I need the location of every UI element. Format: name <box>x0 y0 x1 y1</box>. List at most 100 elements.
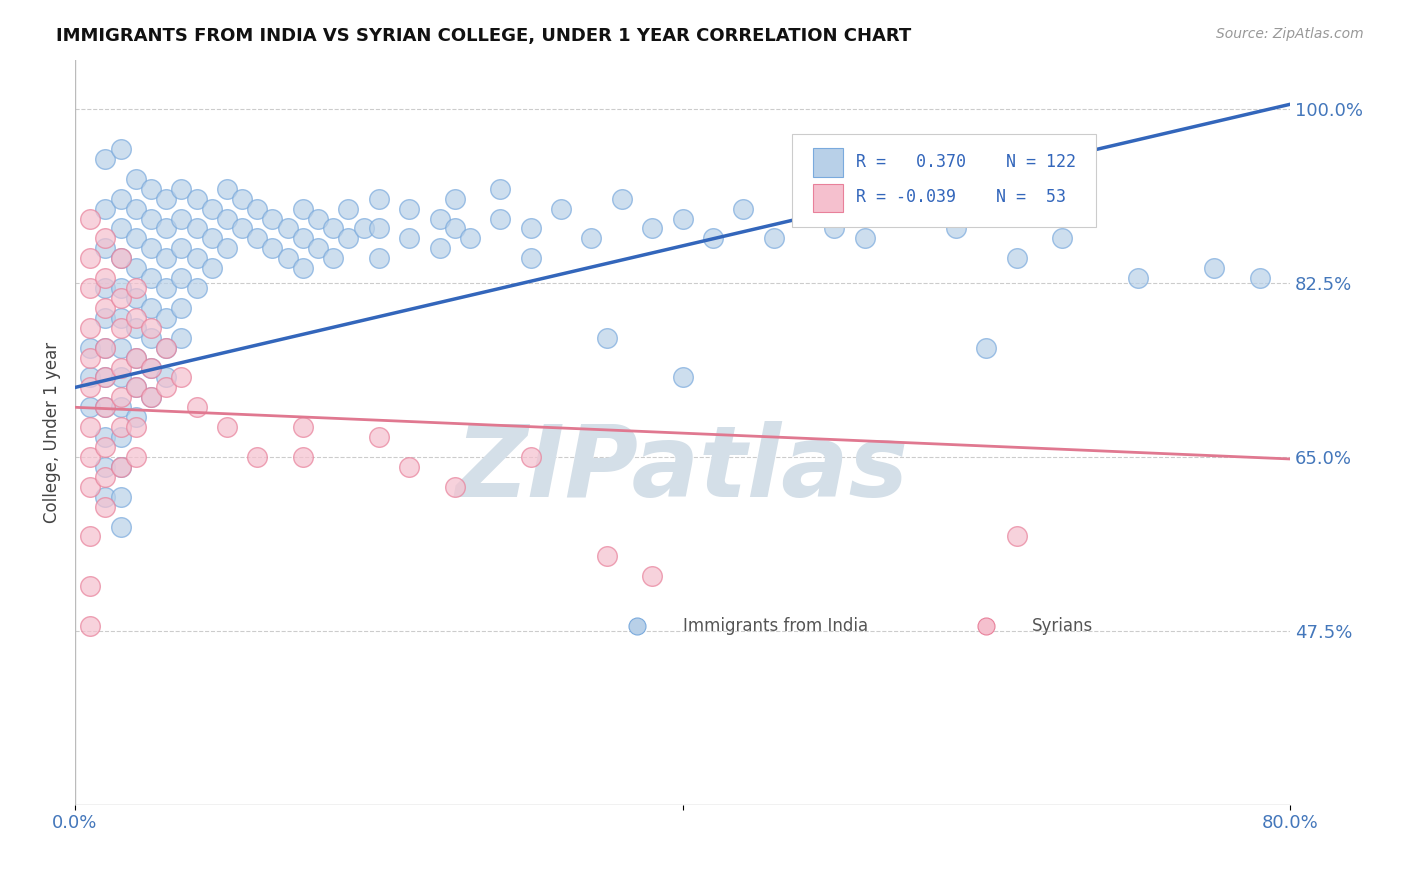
Text: IMMIGRANTS FROM INDIA VS SYRIAN COLLEGE, UNDER 1 YEAR CORRELATION CHART: IMMIGRANTS FROM INDIA VS SYRIAN COLLEGE,… <box>56 27 911 45</box>
Point <box>79 281 101 295</box>
Point <box>671 211 693 226</box>
Point <box>398 202 420 216</box>
Point <box>262 211 284 226</box>
Point <box>155 252 177 266</box>
Point <box>94 401 117 415</box>
Point <box>155 341 177 355</box>
Point <box>94 281 117 295</box>
Point <box>367 252 389 266</box>
Point <box>215 211 238 226</box>
Point <box>429 241 451 255</box>
Point <box>231 221 253 235</box>
Point <box>945 221 967 235</box>
Point <box>94 271 117 285</box>
Point <box>110 310 132 325</box>
Point <box>110 142 132 156</box>
Point <box>1202 261 1225 276</box>
Point <box>215 241 238 255</box>
Point <box>94 490 117 504</box>
Point <box>155 281 177 295</box>
Point <box>793 192 815 206</box>
Point <box>125 202 148 216</box>
Point <box>110 252 132 266</box>
Point <box>277 221 299 235</box>
Point <box>79 420 101 434</box>
Point <box>170 211 193 226</box>
Point <box>155 310 177 325</box>
Point <box>94 470 117 484</box>
Point <box>125 281 148 295</box>
Point <box>110 459 132 474</box>
Point <box>1126 271 1149 285</box>
Point <box>186 252 208 266</box>
Point <box>246 231 269 245</box>
Point <box>94 341 117 355</box>
Point <box>79 211 101 226</box>
Point <box>155 370 177 384</box>
Point <box>595 331 617 345</box>
Point <box>581 231 603 245</box>
Point <box>1249 271 1271 285</box>
Point <box>398 231 420 245</box>
Point <box>443 480 465 494</box>
Point <box>94 301 117 315</box>
Point <box>337 202 360 216</box>
Point <box>641 569 664 583</box>
Point <box>79 579 101 593</box>
Point <box>125 351 148 365</box>
Point <box>337 231 360 245</box>
Point <box>823 221 845 235</box>
Point <box>231 192 253 206</box>
Point <box>733 202 755 216</box>
Point <box>291 261 314 276</box>
Point <box>110 321 132 335</box>
Point <box>94 370 117 384</box>
Point <box>307 211 329 226</box>
Point <box>110 490 132 504</box>
Point <box>155 221 177 235</box>
Point <box>291 420 314 434</box>
Point <box>139 390 162 404</box>
Point <box>429 211 451 226</box>
Point <box>125 171 148 186</box>
Point <box>170 182 193 196</box>
Point <box>458 231 481 245</box>
Point <box>186 401 208 415</box>
Point <box>110 459 132 474</box>
Point <box>139 301 162 315</box>
Point <box>307 241 329 255</box>
Point <box>110 252 132 266</box>
Point <box>139 211 162 226</box>
Point <box>79 380 101 394</box>
Point <box>139 241 162 255</box>
Text: Syrians: Syrians <box>1032 617 1092 635</box>
Point <box>125 450 148 464</box>
Point <box>139 360 162 375</box>
Point <box>94 430 117 444</box>
Point <box>186 192 208 206</box>
Point <box>125 380 148 394</box>
Point <box>1005 529 1028 543</box>
Point <box>246 202 269 216</box>
Point <box>443 221 465 235</box>
Point <box>291 450 314 464</box>
Point <box>94 459 117 474</box>
Point <box>110 370 132 384</box>
Point <box>79 341 101 355</box>
Point <box>277 252 299 266</box>
Point <box>201 202 224 216</box>
Point <box>94 370 117 384</box>
Point <box>125 261 148 276</box>
Point <box>170 370 193 384</box>
Point <box>170 331 193 345</box>
Point <box>125 321 148 335</box>
Point <box>291 202 314 216</box>
Point <box>322 252 344 266</box>
Point <box>79 321 101 335</box>
Text: R =   0.370    N = 122: R = 0.370 N = 122 <box>856 153 1076 170</box>
Point <box>110 360 132 375</box>
Point <box>322 221 344 235</box>
Point <box>201 231 224 245</box>
Point <box>170 301 193 315</box>
Point <box>489 211 512 226</box>
